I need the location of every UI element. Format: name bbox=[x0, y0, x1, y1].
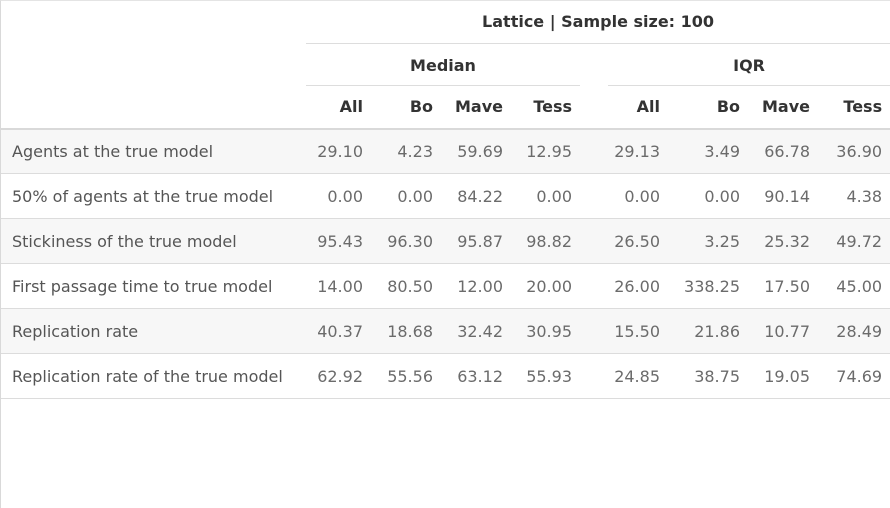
table-cell: 96.30 bbox=[371, 218, 441, 264]
row-label: 50% of agents at the true model bbox=[1, 173, 306, 219]
table-cell: 74.69 bbox=[818, 353, 890, 399]
table-cell: 59.69 bbox=[441, 128, 511, 174]
stub-header bbox=[1, 85, 306, 130]
table-cell: 0.00 bbox=[306, 173, 371, 219]
column-header: Mave bbox=[441, 85, 511, 130]
table-cell: 20.00 bbox=[511, 263, 580, 309]
table-cell: 0.00 bbox=[511, 173, 580, 219]
table-cell: 36.90 bbox=[818, 128, 890, 174]
column-header: All bbox=[306, 85, 371, 130]
table-cell: 45.00 bbox=[818, 263, 890, 309]
table-cell: 4.23 bbox=[371, 128, 441, 174]
table-cell: 15.50 bbox=[608, 308, 668, 354]
results-table: Lattice | Sample size: 100 Median IQR Al… bbox=[1, 1, 890, 399]
table-cell: 3.49 bbox=[668, 128, 748, 174]
table-cell: 63.12 bbox=[441, 353, 511, 399]
table-row: Stickiness of the true model 95.43 96.30… bbox=[1, 218, 890, 264]
table-cell: 10.77 bbox=[748, 308, 818, 354]
table-cell: 3.25 bbox=[668, 218, 748, 264]
table-cell: 29.13 bbox=[608, 128, 668, 174]
group-gap bbox=[580, 353, 608, 399]
group-gap bbox=[580, 173, 608, 219]
group-gap bbox=[580, 128, 608, 174]
table-cell: 17.50 bbox=[748, 263, 818, 309]
table-row: Replication rate 40.37 18.68 32.42 30.95… bbox=[1, 308, 890, 354]
group-gap bbox=[580, 308, 608, 354]
table-cell: 0.00 bbox=[608, 173, 668, 219]
table-cell: 338.25 bbox=[668, 263, 748, 309]
row-label: Stickiness of the true model bbox=[1, 218, 306, 264]
column-header: Bo bbox=[371, 85, 441, 130]
group-gap bbox=[580, 263, 608, 309]
table-cell: 28.49 bbox=[818, 308, 890, 354]
table-cell: 19.05 bbox=[748, 353, 818, 399]
table-cell: 12.00 bbox=[441, 263, 511, 309]
table-cell: 49.72 bbox=[818, 218, 890, 264]
stub-header bbox=[1, 1, 306, 43]
row-label: Replication rate of the true model bbox=[1, 353, 306, 399]
table-cell: 25.32 bbox=[748, 218, 818, 264]
table-cell: 29.10 bbox=[306, 128, 371, 174]
table-cell: 24.85 bbox=[608, 353, 668, 399]
stub-header bbox=[1, 43, 306, 86]
table-cell: 95.87 bbox=[441, 218, 511, 264]
table-cell: 4.38 bbox=[818, 173, 890, 219]
table-cell: 0.00 bbox=[668, 173, 748, 219]
table-cell: 90.14 bbox=[748, 173, 818, 219]
column-header: Tess bbox=[511, 85, 580, 130]
table-cell: 30.95 bbox=[511, 308, 580, 354]
table-cell: 84.22 bbox=[441, 173, 511, 219]
group-gap bbox=[580, 43, 608, 86]
table-row: Agents at the true model 29.10 4.23 59.6… bbox=[1, 128, 890, 174]
row-label: First passage time to true model bbox=[1, 263, 306, 309]
table-cell: 26.00 bbox=[608, 263, 668, 309]
table-title: Lattice | Sample size: 100 bbox=[306, 1, 890, 44]
row-label: Replication rate bbox=[1, 308, 306, 354]
table-cell: 80.50 bbox=[371, 263, 441, 309]
table-row: First passage time to true model 14.00 8… bbox=[1, 263, 890, 309]
group-label-median: Median bbox=[306, 56, 580, 86]
table-cell: 21.86 bbox=[668, 308, 748, 354]
table-cell: 98.82 bbox=[511, 218, 580, 264]
table-cell: 18.68 bbox=[371, 308, 441, 354]
table-cell: 26.50 bbox=[608, 218, 668, 264]
table-cell: 95.43 bbox=[306, 218, 371, 264]
group-label-iqr: IQR bbox=[608, 56, 890, 86]
table-cell: 12.95 bbox=[511, 128, 580, 174]
table-cell: 0.00 bbox=[371, 173, 441, 219]
column-header: Bo bbox=[668, 85, 748, 130]
group-header-iqr: IQR bbox=[608, 43, 890, 86]
row-label: Agents at the true model bbox=[1, 128, 306, 174]
group-gap bbox=[580, 85, 608, 130]
table-cell: 32.42 bbox=[441, 308, 511, 354]
table-cell: 40.37 bbox=[306, 308, 371, 354]
group-gap bbox=[580, 218, 608, 264]
table-cell: 55.93 bbox=[511, 353, 580, 399]
table-cell: 66.78 bbox=[748, 128, 818, 174]
table-row: Replication rate of the true model 62.92… bbox=[1, 353, 890, 399]
table-cell: 55.56 bbox=[371, 353, 441, 399]
column-header: Tess bbox=[818, 85, 890, 130]
table-cell: 14.00 bbox=[306, 263, 371, 309]
column-header: All bbox=[608, 85, 668, 130]
table-cell: 62.92 bbox=[306, 353, 371, 399]
column-header: Mave bbox=[748, 85, 818, 130]
table-row: 50% of agents at the true model 0.00 0.0… bbox=[1, 173, 890, 219]
group-header-median: Median bbox=[306, 43, 580, 86]
table-cell: 38.75 bbox=[668, 353, 748, 399]
